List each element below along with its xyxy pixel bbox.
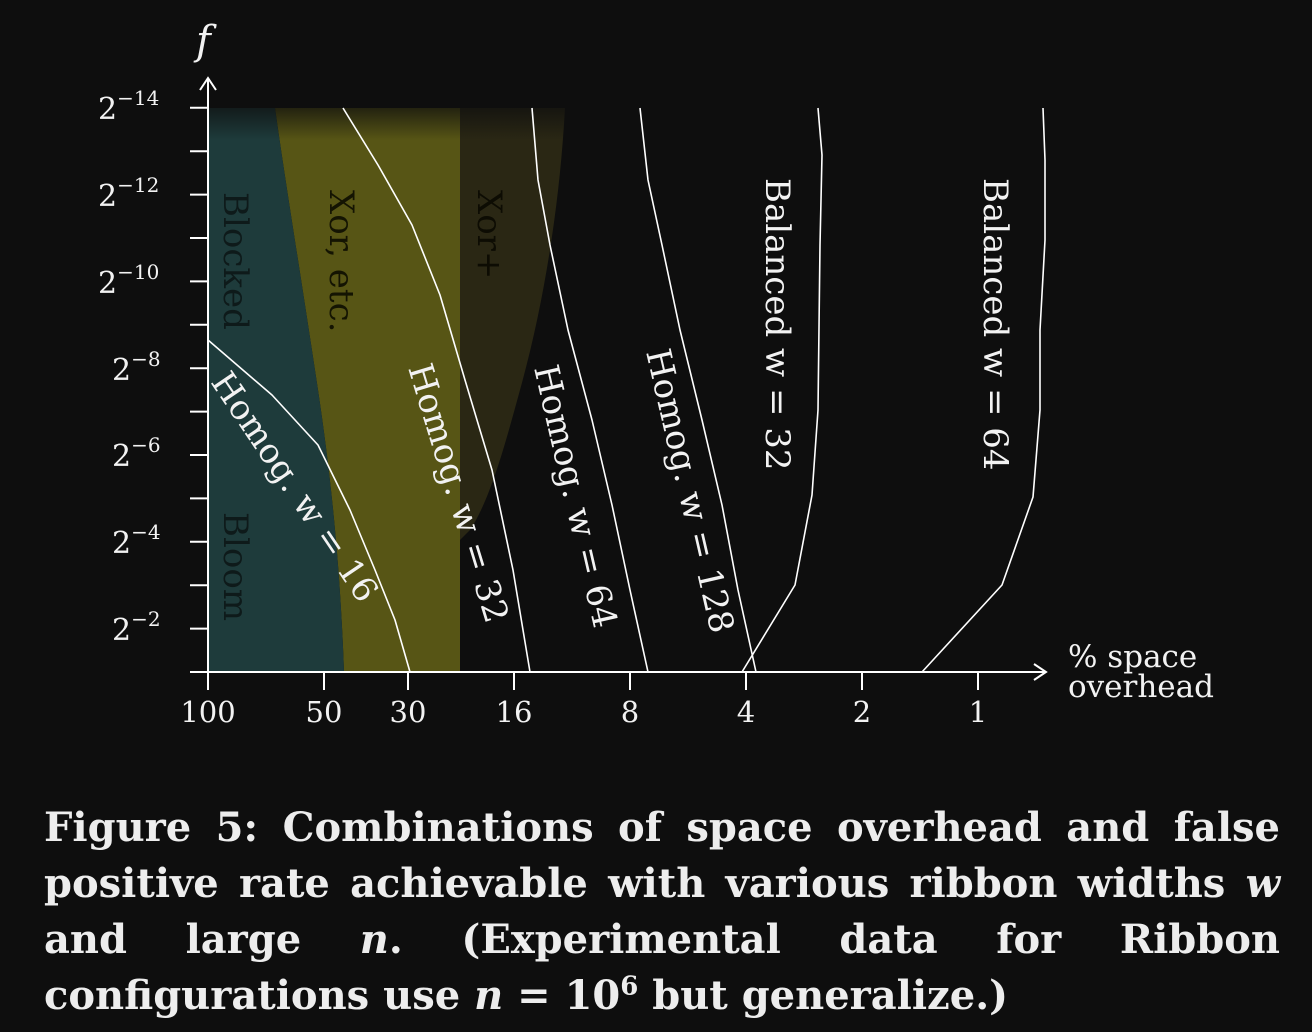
series-balanced-w64	[921, 107, 1046, 673]
x-tick-label: 2	[853, 695, 871, 729]
region-label-blocked: Blocked	[215, 192, 255, 330]
caption-text-2: and large	[44, 916, 360, 963]
caption-text-1: Figure 5: Combinations of space overhead…	[44, 804, 1280, 907]
caption-var-n-2: n	[474, 972, 504, 1019]
y-tick-label: 2−12	[98, 173, 159, 214]
caption-exponent: 6	[620, 971, 639, 1002]
x-tick-label: 30	[390, 695, 427, 729]
y-axis-label: f	[193, 18, 217, 64]
top-fade	[200, 95, 580, 140]
y-tick-label: 2−6	[112, 433, 161, 474]
series-label-balanced-w32: Balanced w = 32	[757, 178, 797, 471]
y-tick-label: 2−8	[112, 347, 161, 388]
y-axis-arrow	[199, 76, 217, 91]
x-tick-marks	[207, 672, 979, 690]
x-tick-label: 8	[621, 695, 639, 729]
series-homog-w64	[531, 107, 649, 673]
region-blocked-bloom	[208, 108, 344, 672]
regions	[200, 95, 580, 672]
region-label-bloom: Bloom	[215, 512, 255, 621]
series	[207, 107, 1046, 673]
caption-var-w: w	[1245, 860, 1280, 907]
x-tick-labels: 100 50 30 16 8 4 2 1	[180, 695, 987, 729]
x-axis-label-line2: overhead	[1068, 669, 1214, 705]
series-homog-w128	[639, 107, 757, 673]
y-tick-marks	[190, 106, 208, 673]
series-label-homog-w128: Homog. w = 128	[637, 345, 741, 637]
caption-var-n: n	[359, 916, 389, 963]
y-tick-label: 2−4	[112, 520, 161, 561]
x-axis-arrow	[1033, 663, 1048, 681]
caption-text-5: but generalize.)	[638, 972, 1009, 1019]
x-axis-label-line1: % space	[1068, 639, 1197, 675]
series-homog-w32	[342, 107, 531, 673]
region-xorplus	[460, 108, 565, 540]
x-tick-label: 1	[969, 695, 987, 729]
x-tick-label: 4	[737, 695, 755, 729]
y-tick-label: 2−10	[98, 260, 159, 301]
x-tick-label: 50	[306, 695, 343, 729]
x-tick-label: 100	[180, 695, 235, 729]
series-homog-w16	[207, 339, 411, 673]
region-label-xor: Xor, etc.	[321, 190, 361, 332]
caption-text-4: = 10	[503, 972, 621, 1019]
chart: f % space overhead 100 50 30 16 8 4 2 1 …	[98, 18, 1214, 729]
region-xor	[275, 108, 460, 672]
figure-caption: Figure 5: Combinations of space overhead…	[44, 800, 1280, 1024]
y-tick-label: 2−14	[98, 86, 159, 127]
x-tick-label: 16	[496, 695, 533, 729]
axes	[190, 76, 1048, 690]
caption-text-3: . (Experimental data for Ribbon configur…	[44, 916, 1280, 1019]
y-tick-label: 2−2	[112, 607, 161, 648]
series-label-balanced-w64: Balanced w = 64	[975, 178, 1015, 471]
series-balanced-w32	[741, 107, 823, 673]
region-label-xorplus: Xor+	[469, 190, 509, 279]
y-tick-labels: 2−2 2−4 2−6 2−8 2−10 2−12 2−14	[98, 86, 161, 648]
